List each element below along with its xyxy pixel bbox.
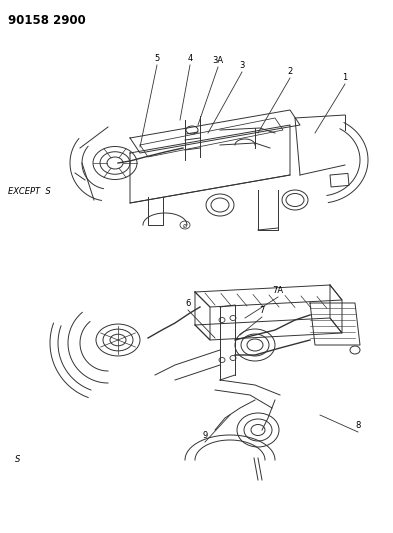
Text: 1: 1 (342, 73, 348, 82)
Bar (330, 173, 349, 187)
Text: 5: 5 (154, 54, 160, 63)
Text: 7: 7 (259, 306, 265, 315)
Text: ø: ø (183, 223, 187, 229)
Text: 6: 6 (185, 299, 191, 308)
Text: 90158 2900: 90158 2900 (8, 14, 86, 27)
Text: S: S (15, 456, 20, 464)
Text: 8: 8 (355, 421, 361, 430)
Text: 3: 3 (239, 61, 245, 70)
Text: EXCEPT  S: EXCEPT S (8, 188, 51, 197)
Text: 9: 9 (202, 431, 208, 440)
Text: 2: 2 (287, 67, 293, 76)
Text: 7A: 7A (272, 286, 284, 295)
Text: 3A: 3A (213, 56, 224, 65)
Text: 4: 4 (187, 54, 193, 63)
